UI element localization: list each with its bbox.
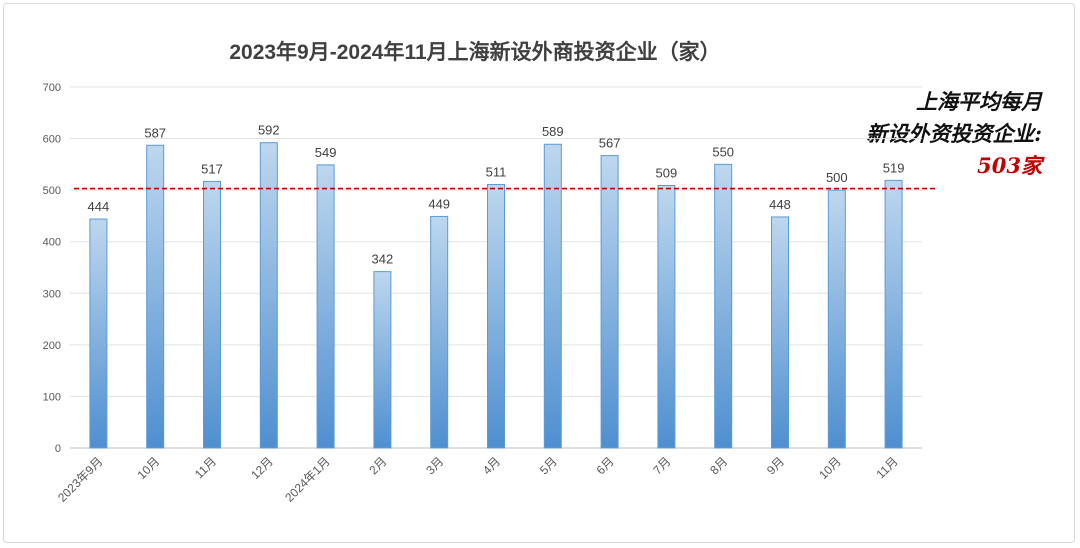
data-label: 448	[769, 197, 791, 212]
data-label: 567	[599, 136, 621, 151]
y-tick-label: 700	[43, 82, 61, 94]
y-tick-label: 0	[55, 443, 61, 455]
x-tick-label: 5月	[537, 454, 560, 477]
annotation-value: 503家	[977, 153, 1042, 178]
bar	[884, 179, 903, 449]
x-tick-label: 9月	[764, 454, 787, 477]
x-tick-label: 4月	[480, 454, 503, 477]
data-label: 449	[428, 196, 450, 211]
x-tick-label: 6月	[594, 454, 617, 477]
bar	[657, 185, 676, 449]
x-tick-label: 11月	[192, 454, 219, 481]
bar	[487, 183, 505, 449]
y-tick-label: 600	[43, 134, 61, 146]
data-label: 587	[144, 125, 166, 140]
bar	[316, 164, 335, 449]
data-labels: 444 587 517 592 549 342 449 511 589 567 509 550 448 5…	[88, 123, 905, 267]
y-tick-label: 200	[43, 340, 61, 352]
x-tick-label: 10月	[134, 454, 162, 482]
y-tick-label: 300	[43, 288, 61, 300]
y-tick-label: 100	[43, 391, 61, 403]
data-label: 592	[258, 123, 280, 138]
data-label: 500	[826, 170, 848, 185]
x-axis-labels: 2023年9月 10月 11月 12月 2024年1月 2月 3月 4月 5月 6月 7月 8月 9月 1…	[55, 454, 901, 504]
bar	[89, 218, 108, 449]
x-tick-label: 8月	[707, 454, 730, 477]
x-tick-label: 2023年9月	[55, 454, 105, 504]
x-tick-label: 7月	[650, 454, 673, 477]
annotation-line-2: 新设外资投资企业:	[866, 121, 1042, 146]
bar	[146, 144, 165, 449]
x-tick-label: 2024年1月	[282, 454, 332, 504]
data-label: 549	[315, 145, 337, 160]
data-label: 444	[88, 199, 110, 214]
data-label: 511	[486, 164, 507, 179]
bar	[373, 271, 392, 449]
data-label: 517	[201, 161, 223, 176]
bar	[827, 189, 846, 449]
bar	[203, 180, 221, 449]
y-tick-label: 500	[43, 185, 61, 197]
x-tick-label: 12月	[248, 454, 276, 482]
bar	[259, 142, 278, 449]
bars	[89, 142, 903, 449]
x-tick-label: 11月	[874, 454, 901, 481]
x-tick-label: 2月	[366, 454, 389, 477]
y-axis-ticks: 0 100 200 300 400 500 600 700	[43, 82, 61, 455]
data-label: 589	[542, 124, 564, 139]
data-label: 550	[712, 144, 734, 159]
annotation-line-1: 上海平均每月	[916, 89, 1042, 114]
x-tick-label: 3月	[423, 454, 446, 477]
bar	[430, 215, 449, 449]
data-label: 342	[372, 252, 394, 267]
data-label: 509	[656, 166, 678, 181]
bar	[543, 143, 562, 449]
chart-frame	[3, 3, 1075, 543]
x-tick-label: 10月	[816, 454, 844, 482]
chart-title: 2023年9月-2024年11月上海新设外商投资企业（家）	[229, 41, 721, 64]
data-label: 519	[883, 160, 905, 175]
bar	[600, 155, 619, 449]
y-tick-label: 400	[43, 237, 61, 249]
average-annotation: 上海平均每月 新设外资投资企业: 503家	[866, 86, 1042, 182]
bar	[771, 216, 789, 449]
bar	[714, 163, 733, 449]
